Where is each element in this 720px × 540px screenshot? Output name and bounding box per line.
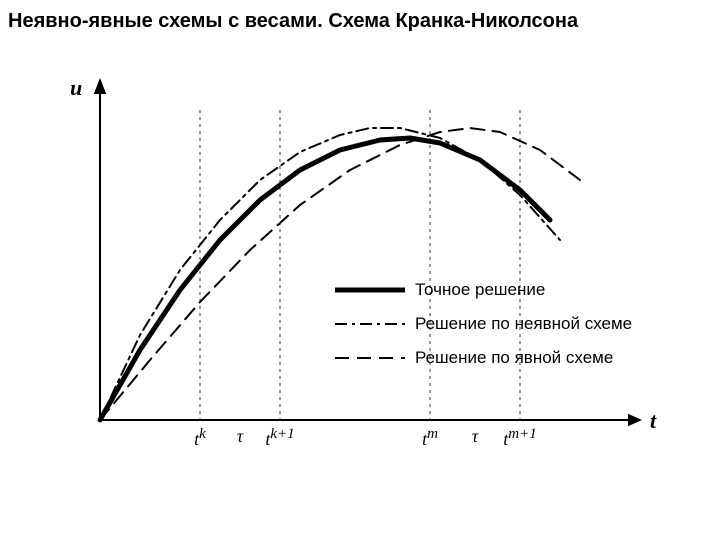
legend-label: Решение по неявной схеме [415,314,632,334]
xtick-label: tk+1 [260,426,300,450]
xtick-label: tm+1 [500,426,540,450]
y-axis-label: u [70,75,82,101]
chart-svg [100,80,660,460]
legend-row-explicit: Решение по явной схеме [335,348,632,368]
page-title: Неявно-явные схемы с весами. Схема Кранк… [8,10,578,33]
xtick-label: τ [455,426,495,447]
legend-label: Решение по явной схеме [415,348,613,368]
legend: Точное решение Решение по неявной схеме Ре… [335,280,632,382]
legend-label: Точное решение [415,280,545,300]
legend-sample-implicit [335,314,405,334]
xtick-label: tk [180,426,220,450]
legend-row-exact: Точное решение [335,280,632,300]
legend-sample-exact [335,280,405,300]
xtick-label: τ [220,426,260,447]
legend-sample-explicit [335,348,405,368]
chart: u t tkτtk+1tmτtm+1 Точное решениеРешение… [100,80,660,480]
x-axis-label: t [650,408,656,434]
xtick-label: tm [410,426,450,450]
legend-row-implicit: Решение по неявной схеме [335,314,632,334]
